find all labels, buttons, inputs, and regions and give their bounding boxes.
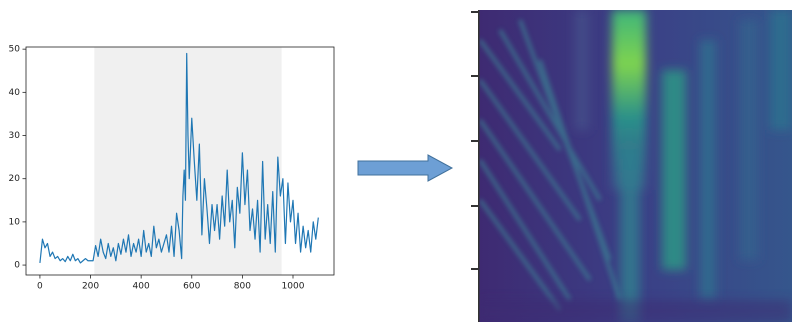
- axes-frame: [25, 46, 335, 276]
- line-plot: 0 200 400 600 800 1000 0 10 20 30 40 50: [9, 45, 335, 292]
- y-tick-label: 40: [9, 88, 21, 98]
- data-line: [39, 52, 319, 264]
- y-tick-label: 50: [9, 45, 21, 55]
- heatmap-ticks: [471, 11, 478, 270]
- bright-bands: [575, 10, 792, 320]
- x-tick-label: 200: [82, 282, 99, 292]
- arrow: [357, 154, 454, 182]
- x-tick-label: 0: [37, 282, 43, 292]
- heatmap-edge: [478, 10, 480, 322]
- shaded-span: [94, 47, 282, 275]
- diagonal-streaks: [478, 19, 622, 312]
- heatmap: [478, 10, 792, 322]
- y-tick-label: 0: [14, 261, 20, 271]
- x-tick-label: 600: [183, 282, 200, 292]
- x-tick-label: 1000: [282, 282, 305, 292]
- y-tick-label: 30: [9, 131, 21, 141]
- x-tick-label: 800: [234, 282, 251, 292]
- y-tick-label: 20: [9, 174, 21, 184]
- x-tick-label: 400: [133, 282, 150, 292]
- y-tick-label: 10: [9, 217, 21, 227]
